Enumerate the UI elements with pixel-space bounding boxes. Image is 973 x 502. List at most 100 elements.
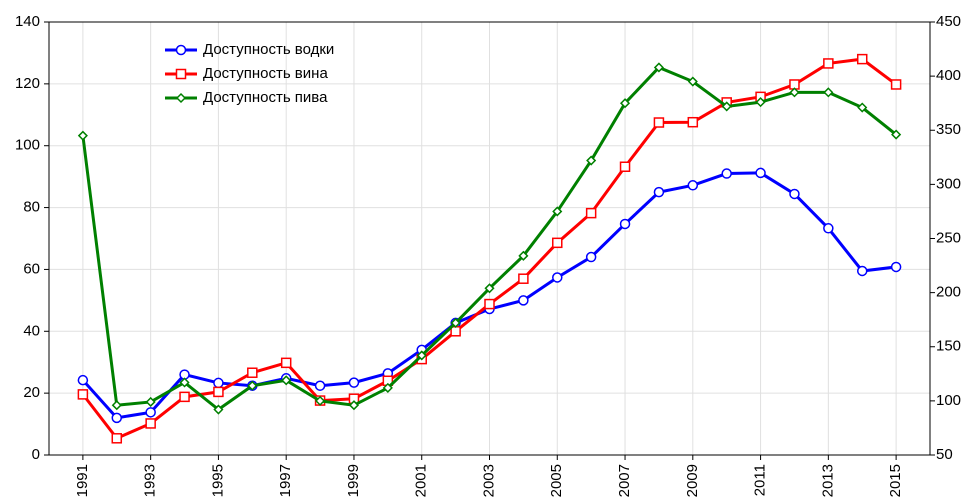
y-tick-label: 0 bbox=[32, 446, 40, 463]
marker bbox=[175, 68, 187, 80]
marker bbox=[518, 295, 529, 306]
marker bbox=[382, 382, 393, 393]
marker bbox=[111, 412, 123, 424]
x-tick-label: 1999 bbox=[345, 464, 362, 497]
marker bbox=[213, 377, 224, 389]
marker bbox=[721, 168, 732, 179]
marker bbox=[111, 400, 122, 411]
marker bbox=[518, 250, 529, 261]
marker bbox=[484, 298, 495, 310]
marker bbox=[721, 101, 732, 112]
x-tick-label: 2007 bbox=[616, 464, 633, 497]
legend-label: Доступность вина bbox=[203, 65, 328, 82]
marker bbox=[653, 186, 665, 198]
marker bbox=[586, 155, 597, 166]
marker bbox=[179, 391, 190, 403]
marker bbox=[653, 117, 665, 128]
marker bbox=[315, 395, 326, 406]
x-tick-label: 2009 bbox=[684, 464, 701, 497]
marker bbox=[77, 389, 89, 400]
marker bbox=[175, 44, 187, 56]
marker bbox=[755, 167, 766, 179]
marker bbox=[111, 433, 123, 444]
marker bbox=[789, 87, 800, 98]
marker bbox=[552, 237, 563, 249]
marker bbox=[348, 400, 360, 411]
marker bbox=[552, 206, 563, 217]
marker bbox=[585, 207, 597, 219]
y-tick-label: 20 bbox=[23, 384, 40, 401]
marker bbox=[823, 223, 834, 234]
y2-tick-label: 300 bbox=[936, 175, 961, 192]
marker bbox=[213, 386, 224, 398]
marker bbox=[247, 380, 258, 391]
marker bbox=[145, 418, 156, 429]
marker bbox=[280, 357, 292, 369]
marker bbox=[687, 116, 699, 128]
legend-label: Доступность пива bbox=[203, 89, 328, 106]
legend-item: Доступность вина bbox=[165, 65, 328, 82]
marker bbox=[619, 98, 631, 109]
marker bbox=[484, 283, 495, 294]
plot-frame bbox=[48, 21, 931, 456]
x-tick-label: 1997 bbox=[277, 464, 294, 497]
x-tick-label: 2001 bbox=[413, 464, 430, 497]
x-tick-label: 1995 bbox=[209, 464, 226, 497]
y2-tick-label: 50 bbox=[936, 446, 953, 463]
legend-item: Доступность пива bbox=[165, 89, 328, 106]
y-tick-label: 100 bbox=[15, 137, 40, 154]
x-tick-label: 2013 bbox=[819, 464, 836, 497]
marker bbox=[687, 76, 698, 87]
y2-tick-label: 350 bbox=[936, 121, 961, 138]
marker bbox=[585, 251, 597, 263]
marker bbox=[450, 317, 461, 328]
series bbox=[77, 62, 902, 415]
marker bbox=[179, 377, 190, 388]
x-tick-label: 2005 bbox=[548, 464, 565, 497]
y2-tick-label: 450 bbox=[936, 13, 961, 30]
marker bbox=[653, 62, 664, 73]
marker bbox=[891, 129, 902, 140]
marker bbox=[619, 161, 631, 172]
marker bbox=[518, 273, 529, 284]
marker bbox=[145, 407, 156, 418]
legend-item: Доступность водки bbox=[165, 41, 334, 58]
marker bbox=[619, 218, 631, 230]
y-tick-label: 60 bbox=[23, 260, 40, 277]
marker bbox=[890, 79, 902, 90]
y-tick-label: 80 bbox=[23, 199, 40, 216]
marker bbox=[77, 130, 88, 141]
x-tick-label: 2015 bbox=[887, 464, 904, 497]
x-tick-label: 1993 bbox=[142, 464, 159, 497]
marker bbox=[789, 188, 800, 200]
y-tick-label: 120 bbox=[15, 75, 40, 92]
marker bbox=[77, 374, 89, 386]
marker bbox=[416, 350, 427, 361]
y2-tick-label: 100 bbox=[936, 392, 961, 409]
x-tick-label: 2011 bbox=[752, 464, 769, 496]
marker bbox=[890, 261, 902, 273]
series bbox=[77, 53, 902, 444]
marker bbox=[314, 380, 326, 391]
marker bbox=[857, 102, 868, 113]
marker bbox=[175, 92, 187, 104]
y2-tick-label: 150 bbox=[936, 338, 961, 355]
y-tick-label: 40 bbox=[23, 322, 40, 339]
marker bbox=[552, 272, 563, 283]
marker bbox=[856, 265, 868, 277]
marker bbox=[687, 180, 699, 191]
marker bbox=[450, 326, 461, 337]
x-tick-label: 2003 bbox=[480, 464, 497, 497]
marker bbox=[856, 53, 868, 65]
marker bbox=[823, 87, 834, 98]
y-tick-label: 140 bbox=[15, 13, 40, 30]
marker bbox=[213, 404, 224, 415]
y2-tick-label: 250 bbox=[936, 229, 961, 246]
marker bbox=[823, 58, 834, 69]
marker bbox=[755, 97, 766, 108]
marker bbox=[145, 396, 156, 408]
y2-tick-label: 200 bbox=[936, 284, 961, 301]
marker bbox=[281, 375, 292, 386]
